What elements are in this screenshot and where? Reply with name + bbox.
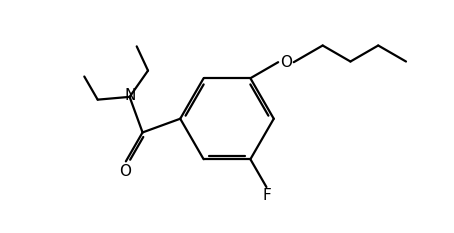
Text: F: F <box>263 188 271 203</box>
Text: N: N <box>124 88 136 103</box>
Text: O: O <box>280 55 292 70</box>
Text: O: O <box>119 164 131 179</box>
